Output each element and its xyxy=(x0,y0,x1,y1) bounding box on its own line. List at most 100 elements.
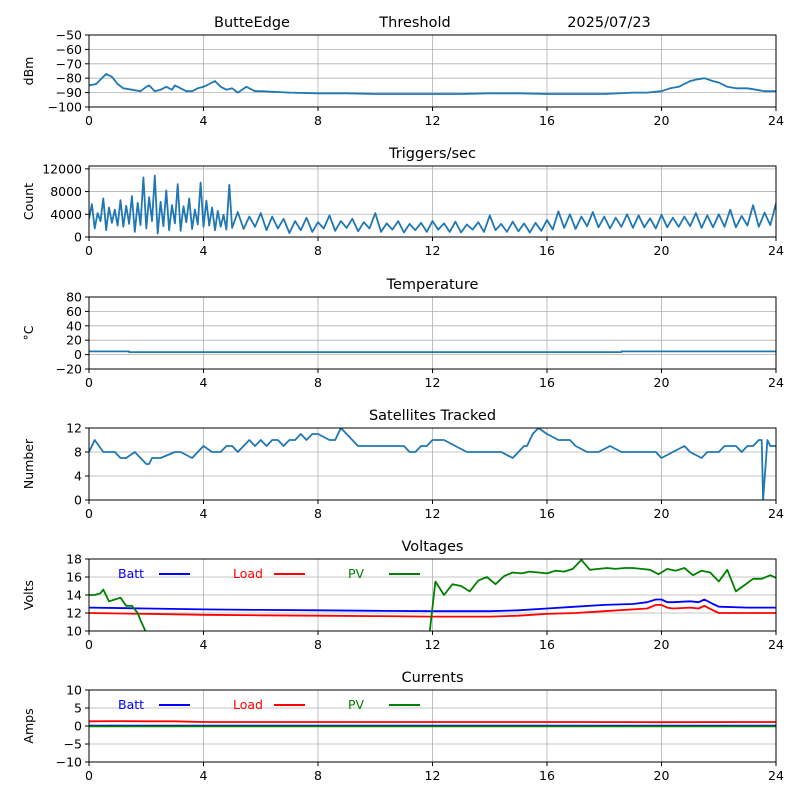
y-axis-label: Amps xyxy=(21,708,36,743)
y-axis-label: Count xyxy=(21,183,36,220)
chart-title: Currents xyxy=(401,670,463,686)
y-tick-label: 0 xyxy=(74,719,82,734)
header-date: 2025/07/23 xyxy=(567,15,651,31)
y-axis-label: Volts xyxy=(21,580,36,610)
y-tick-label: −100 xyxy=(48,100,82,115)
y-tick-label: −20 xyxy=(56,362,82,377)
series-line-temperature xyxy=(89,350,776,354)
series-group xyxy=(89,720,776,728)
y-tick-label: 8 xyxy=(74,445,82,460)
x-tick-label: 24 xyxy=(768,113,784,128)
x-tick-label: 12 xyxy=(425,243,441,258)
x-tick-label: 4 xyxy=(200,375,208,390)
series-line-batt xyxy=(89,598,776,613)
x-tick-label: 8 xyxy=(314,768,322,783)
series-group xyxy=(89,73,776,95)
x-tick-label: 20 xyxy=(654,637,670,652)
y-tick-label: 0 xyxy=(74,230,82,245)
y-tick-label: 4000 xyxy=(50,207,82,222)
panel-triggers: 0 4 8 12 16 20 24 0 4000 8000 12000 Triggers/sec Cou… xyxy=(21,146,784,258)
legend-label-batt: Batt xyxy=(118,697,144,712)
chart-title: Temperature xyxy=(386,277,479,293)
x-tick-label: 0 xyxy=(85,768,93,783)
x-tick-label: 0 xyxy=(85,113,93,128)
x-tick-label: 20 xyxy=(654,243,670,258)
x-tick-label: 12 xyxy=(425,768,441,783)
series-group xyxy=(89,350,776,354)
y-tick-label: 10 xyxy=(66,683,82,698)
x-tick-label: 20 xyxy=(654,113,670,128)
header-station: ButteEdge xyxy=(214,15,290,31)
panel-voltages: 0 4 8 12 16 20 24 10 12 14 16 18 Voltages Volts Batt Lo… xyxy=(21,539,784,652)
x-tick-label: 20 xyxy=(654,768,670,783)
x-tick-label: 0 xyxy=(85,637,93,652)
panel-currents: 0 4 8 12 16 20 24 −10 −5 0 5 10 Currents Amps Batt Load… xyxy=(21,670,784,783)
x-tick-label: 8 xyxy=(314,113,322,128)
chart-title: Triggers/sec xyxy=(388,146,476,162)
y-tick-label: 4 xyxy=(74,469,82,484)
x-tick-label: 4 xyxy=(200,243,208,258)
y-tick-label: 5 xyxy=(74,701,82,716)
x-tick-label: 8 xyxy=(314,637,322,652)
series-line-pv xyxy=(89,559,776,631)
series-group xyxy=(89,174,776,235)
x-tick-label: 12 xyxy=(425,637,441,652)
y-tick-label: 14 xyxy=(66,588,82,603)
y-tick-label: 60 xyxy=(66,304,82,319)
y-tick-label: 12 xyxy=(66,421,82,436)
x-tick-label: 12 xyxy=(425,506,441,521)
x-tick-label: 8 xyxy=(314,375,322,390)
x-tick-label: 24 xyxy=(768,243,784,258)
x-tick-label: 16 xyxy=(539,243,555,258)
y-tick-label: 20 xyxy=(66,333,82,348)
x-tick-label: 24 xyxy=(768,506,784,521)
x-tick-label: 20 xyxy=(654,506,670,521)
chart-title: Satellites Tracked xyxy=(369,408,496,424)
legend-label-load: Load xyxy=(233,566,263,581)
series-line-load xyxy=(89,604,776,618)
x-tick-label: 16 xyxy=(539,768,555,783)
x-tick-label: 24 xyxy=(768,637,784,652)
x-tick-label: 4 xyxy=(200,637,208,652)
legend-label-load: Load xyxy=(233,697,263,712)
x-tick-label: 20 xyxy=(654,375,670,390)
y-tick-label: −5 xyxy=(64,737,82,752)
x-tick-label: 4 xyxy=(200,506,208,521)
x-tick-label: 16 xyxy=(539,506,555,521)
chart-title: Voltages xyxy=(402,539,464,555)
x-tick-label: 12 xyxy=(425,375,441,390)
x-tick-label: 0 xyxy=(85,243,93,258)
x-tick-label: 24 xyxy=(768,768,784,783)
x-tick-label: 16 xyxy=(539,637,555,652)
series-line-load xyxy=(89,720,776,724)
x-tick-label: 0 xyxy=(85,506,93,521)
y-tick-label: 80 xyxy=(66,290,82,305)
x-tick-label: 0 xyxy=(85,375,93,390)
panel-threshold: 0 4 8 12 16 20 24 −100−90−80−70−60−50 dBm xyxy=(21,28,784,129)
x-tick-label: 8 xyxy=(314,506,322,521)
y-tick-label: 18 xyxy=(66,552,82,567)
y-tick-label: 40 xyxy=(66,318,82,333)
legend-label-pv: PV xyxy=(348,697,365,712)
x-tick-label: 4 xyxy=(200,768,208,783)
y-tick-label: 12000 xyxy=(42,161,82,176)
y-tick-label: −70 xyxy=(56,56,82,71)
series-line-threshold xyxy=(89,73,776,95)
y-tick-label: 8000 xyxy=(50,184,82,199)
x-tick-label: 24 xyxy=(768,375,784,390)
y-tick-label: −90 xyxy=(56,85,82,100)
series-group xyxy=(89,559,776,631)
x-tick-label: 16 xyxy=(539,375,555,390)
y-tick-label: −50 xyxy=(56,28,82,43)
y-tick-label: 0 xyxy=(74,347,82,362)
series-group xyxy=(89,428,776,500)
legend-label-batt: Batt xyxy=(118,566,144,581)
y-axis-label: Number xyxy=(21,438,36,489)
y-tick-label: 0 xyxy=(74,493,82,508)
x-tick-label: 16 xyxy=(539,113,555,128)
series-line-triggers xyxy=(89,174,776,235)
y-tick-label: 16 xyxy=(66,570,82,585)
y-tick-label: −10 xyxy=(56,755,82,770)
